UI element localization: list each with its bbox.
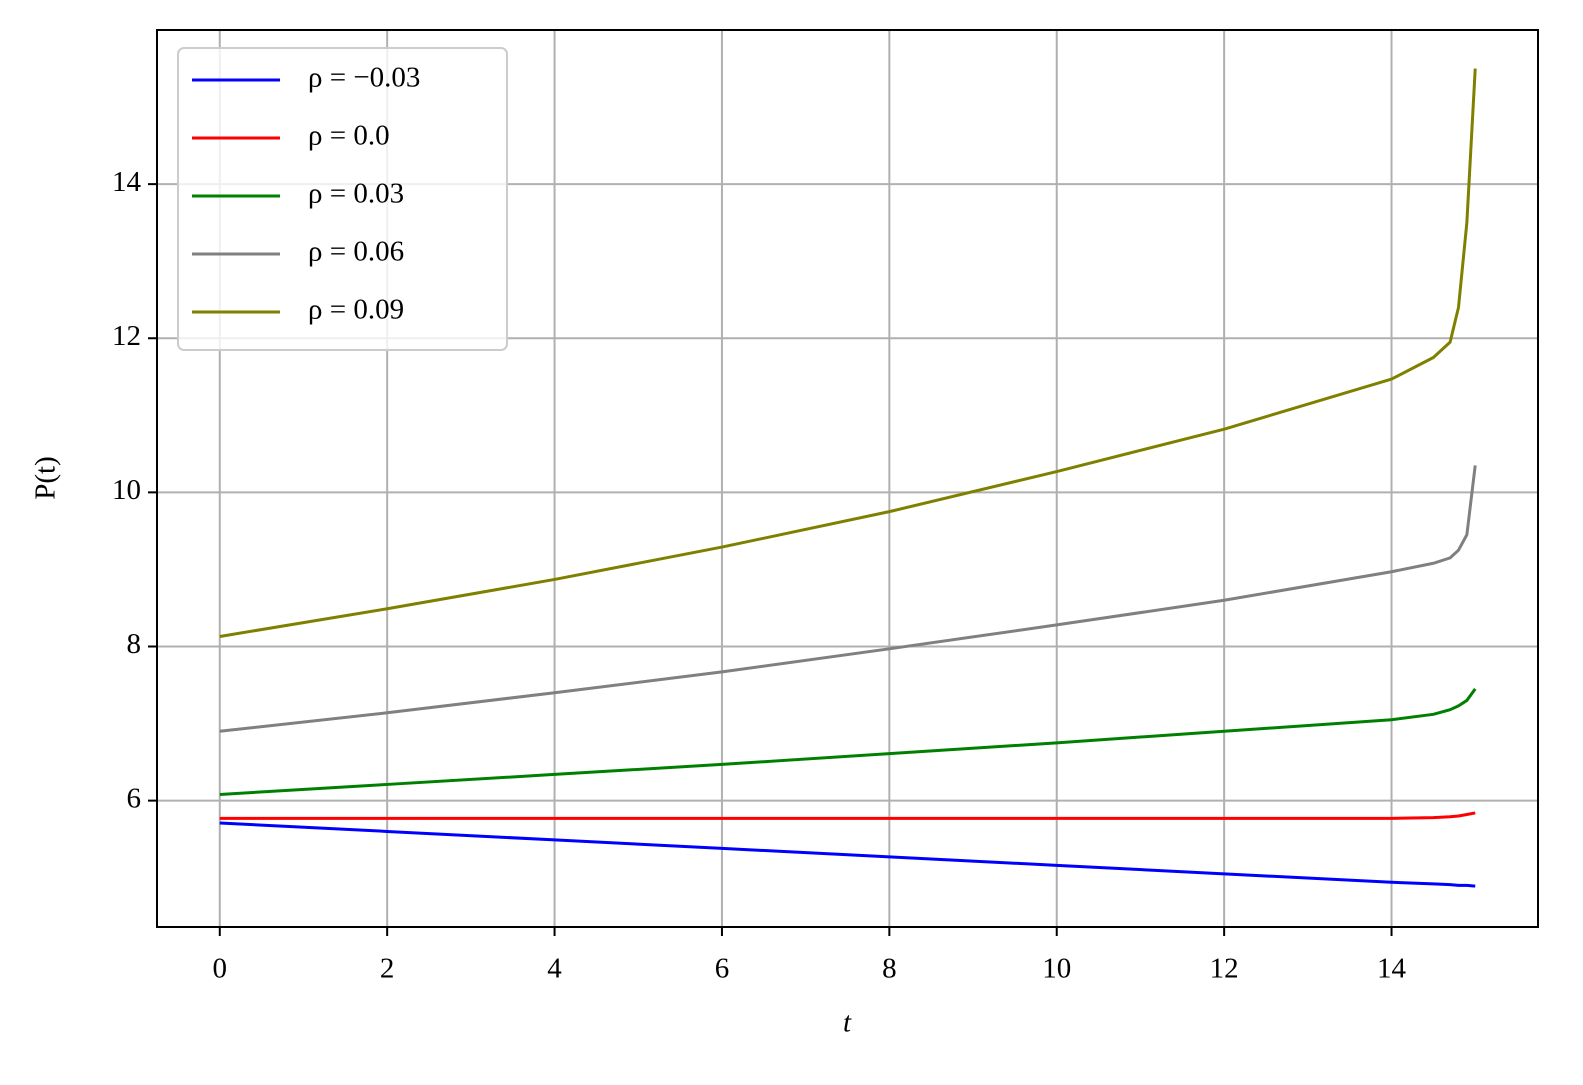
legend-label: ρ = −0.03 bbox=[308, 62, 420, 94]
y-tick-label: 6 bbox=[127, 782, 142, 814]
y-tick-label: 10 bbox=[112, 474, 141, 506]
x-tick-label: 0 bbox=[213, 953, 228, 985]
legend-label: ρ = 0.03 bbox=[308, 178, 404, 210]
plot-frame bbox=[156, 29, 1539, 928]
series-line bbox=[219, 811, 1476, 820]
x-tick-label: 10 bbox=[1042, 953, 1071, 985]
y-tick-label: 12 bbox=[112, 320, 141, 352]
x-tick-label: 8 bbox=[882, 953, 897, 985]
y-tick-label: 8 bbox=[127, 628, 142, 660]
legend: ρ = −0.03 ρ = 0.0 ρ = 0.03 ρ = 0.06 ρ = 0.09 bbox=[177, 47, 508, 351]
x-tick-label: 6 bbox=[715, 953, 730, 985]
y-axis-label: P(t) bbox=[30, 456, 62, 500]
y-tick-label: 14 bbox=[112, 166, 142, 198]
x-tick-label: 2 bbox=[380, 953, 395, 985]
series-line bbox=[219, 465, 1477, 733]
legend-label: ρ = 0.09 bbox=[308, 294, 404, 326]
legend-box bbox=[177, 47, 508, 351]
x-axis-label: t bbox=[843, 1007, 852, 1039]
series-line bbox=[219, 68, 1477, 638]
x-tick-label: 14 bbox=[1377, 953, 1407, 985]
series-line bbox=[219, 687, 1477, 796]
legend-label: ρ = 0.06 bbox=[308, 236, 404, 268]
x-tick-label: 4 bbox=[547, 953, 562, 985]
legend-label: ρ = 0.0 bbox=[308, 120, 390, 152]
x-tick-label: 12 bbox=[1210, 953, 1239, 985]
series-line bbox=[219, 821, 1476, 888]
